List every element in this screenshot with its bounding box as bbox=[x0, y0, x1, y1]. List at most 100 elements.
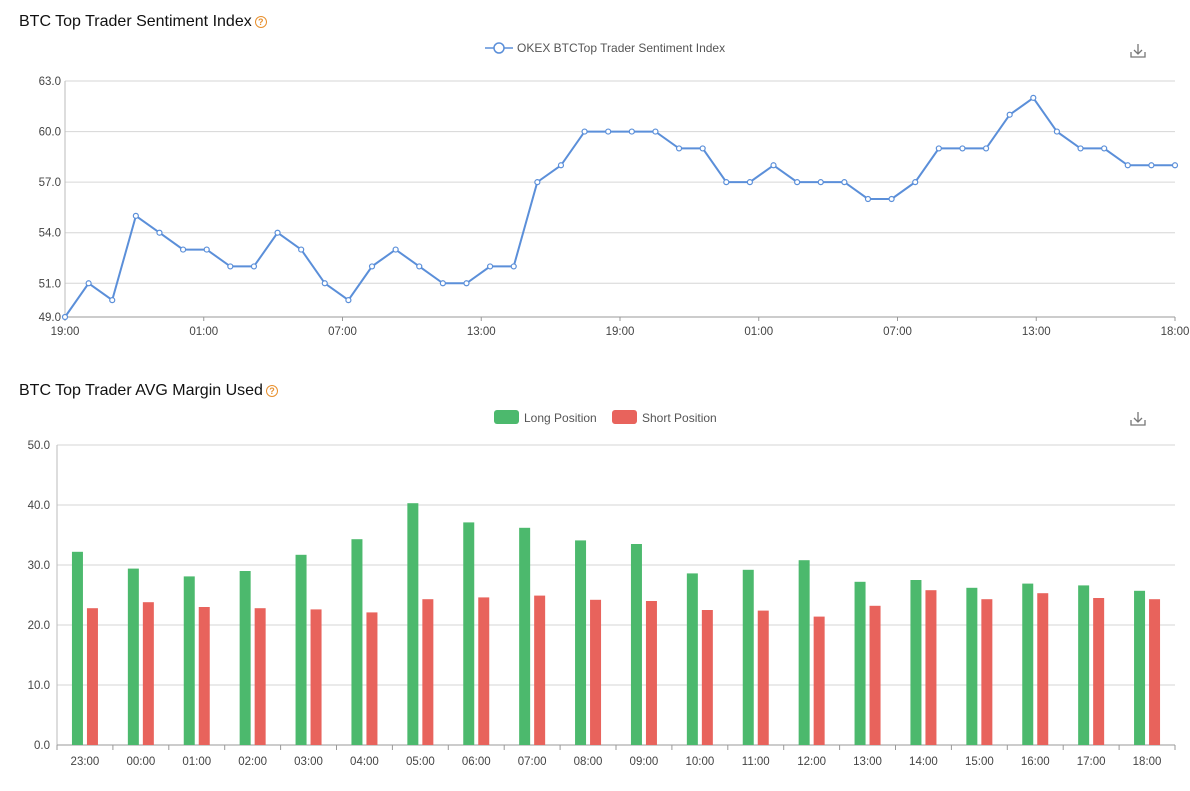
data-point[interactable] bbox=[746, 179, 753, 186]
data-point[interactable] bbox=[1101, 145, 1108, 152]
data-point[interactable] bbox=[1124, 162, 1131, 169]
data-point[interactable] bbox=[534, 179, 541, 186]
data-point[interactable] bbox=[841, 179, 848, 186]
short-position-bar[interactable] bbox=[366, 612, 378, 745]
data-point[interactable] bbox=[723, 179, 730, 186]
data-point[interactable] bbox=[1006, 111, 1013, 118]
data-point[interactable] bbox=[817, 179, 824, 186]
data-point[interactable] bbox=[864, 195, 872, 203]
short-position-bar[interactable] bbox=[590, 599, 602, 745]
long-position-bar[interactable] bbox=[854, 581, 866, 745]
data-point[interactable] bbox=[321, 280, 328, 287]
data-point[interactable] bbox=[652, 128, 659, 135]
short-position-bar[interactable] bbox=[813, 616, 825, 745]
download-icon[interactable] bbox=[1130, 44, 1146, 58]
data-point[interactable] bbox=[1077, 145, 1084, 152]
y-tick-label: 51.0 bbox=[39, 278, 61, 290]
data-point[interactable] bbox=[888, 195, 895, 203]
short-position-bar[interactable] bbox=[1093, 598, 1105, 745]
long-position-bar[interactable] bbox=[630, 544, 642, 745]
data-point[interactable] bbox=[1148, 162, 1155, 169]
data-point[interactable] bbox=[439, 280, 446, 287]
short-position-bar[interactable] bbox=[142, 602, 154, 745]
short-position-bar[interactable] bbox=[310, 609, 322, 745]
data-point[interactable] bbox=[392, 246, 399, 253]
data-point[interactable] bbox=[156, 229, 163, 236]
data-point[interactable] bbox=[675, 145, 683, 152]
data-point[interactable] bbox=[203, 246, 210, 253]
long-position-bar[interactable] bbox=[295, 554, 307, 745]
data-point[interactable] bbox=[109, 297, 116, 304]
question-circle-icon[interactable]: ? bbox=[254, 16, 267, 28]
short-position-bar[interactable] bbox=[86, 608, 98, 745]
long-position-bar[interactable] bbox=[71, 551, 83, 745]
question-circle-icon[interactable]: ? bbox=[265, 385, 278, 397]
short-position-bar[interactable] bbox=[701, 610, 713, 745]
long-position-bar[interactable] bbox=[239, 571, 251, 745]
long-position-bar[interactable] bbox=[1022, 583, 1034, 745]
long-position-bar[interactable] bbox=[686, 573, 698, 745]
data-point[interactable] bbox=[1030, 94, 1037, 101]
short-position-bar[interactable] bbox=[254, 608, 266, 745]
data-point[interactable] bbox=[345, 297, 352, 304]
data-point[interactable] bbox=[487, 263, 494, 270]
data-point[interactable] bbox=[250, 263, 258, 270]
long-position-bar[interactable] bbox=[966, 587, 978, 745]
data-point[interactable] bbox=[794, 179, 801, 186]
data-point[interactable] bbox=[699, 145, 706, 152]
data-point[interactable] bbox=[274, 229, 281, 236]
download-tray bbox=[1130, 52, 1146, 58]
legend-label[interactable]: Short Position bbox=[642, 411, 717, 425]
data-point[interactable] bbox=[770, 162, 777, 169]
short-position-bar[interactable] bbox=[478, 597, 490, 745]
long-position-bar[interactable] bbox=[351, 539, 363, 745]
long-position-bar[interactable] bbox=[910, 580, 922, 745]
short-position-bar[interactable] bbox=[645, 601, 657, 745]
data-point[interactable] bbox=[416, 263, 423, 270]
short-position-bar[interactable] bbox=[422, 599, 434, 745]
long-position-bar[interactable] bbox=[127, 568, 139, 745]
long-position-bar[interactable] bbox=[519, 527, 531, 745]
data-point[interactable] bbox=[935, 145, 942, 152]
short-position-bar[interactable] bbox=[1037, 593, 1049, 745]
data-point[interactable] bbox=[959, 145, 966, 152]
legend-label[interactable]: Long Position bbox=[524, 411, 597, 425]
legend-label[interactable]: OKEX BTCTop Trader Sentiment Index bbox=[517, 41, 725, 55]
data-point[interactable] bbox=[1171, 162, 1179, 169]
data-point[interactable] bbox=[605, 128, 612, 135]
legend-swatch[interactable] bbox=[494, 410, 519, 424]
long-position-bar[interactable] bbox=[183, 576, 195, 745]
data-point[interactable] bbox=[982, 145, 990, 152]
long-position-bar[interactable] bbox=[463, 522, 475, 745]
legend-marker[interactable] bbox=[493, 42, 505, 54]
long-position-bar[interactable] bbox=[1134, 590, 1146, 745]
legend-swatch[interactable] bbox=[612, 410, 637, 424]
data-point[interactable] bbox=[557, 162, 565, 169]
short-position-bar[interactable] bbox=[869, 605, 881, 745]
data-point[interactable] bbox=[61, 313, 69, 321]
short-position-bar[interactable] bbox=[925, 590, 937, 745]
short-position-bar[interactable] bbox=[198, 607, 210, 745]
data-point[interactable] bbox=[1053, 128, 1061, 135]
short-position-bar[interactable] bbox=[534, 595, 546, 745]
long-position-bar[interactable] bbox=[1078, 585, 1090, 745]
data-point[interactable] bbox=[132, 212, 139, 219]
data-point[interactable] bbox=[368, 263, 376, 270]
short-position-bar[interactable] bbox=[1149, 599, 1161, 745]
short-position-bar[interactable] bbox=[757, 610, 769, 745]
data-point[interactable] bbox=[912, 179, 919, 186]
data-point[interactable] bbox=[510, 263, 517, 270]
data-point[interactable] bbox=[298, 246, 305, 253]
data-point[interactable] bbox=[628, 128, 635, 135]
data-point[interactable] bbox=[581, 128, 588, 135]
data-point[interactable] bbox=[85, 280, 92, 287]
long-position-bar[interactable] bbox=[575, 540, 587, 745]
short-position-bar[interactable] bbox=[981, 599, 993, 745]
download-icon[interactable] bbox=[1130, 412, 1146, 426]
long-position-bar[interactable] bbox=[742, 569, 754, 745]
data-point[interactable] bbox=[463, 280, 470, 287]
data-point[interactable] bbox=[179, 246, 187, 253]
long-position-bar[interactable] bbox=[407, 503, 419, 745]
data-point[interactable] bbox=[227, 263, 234, 270]
long-position-bar[interactable] bbox=[798, 560, 810, 745]
